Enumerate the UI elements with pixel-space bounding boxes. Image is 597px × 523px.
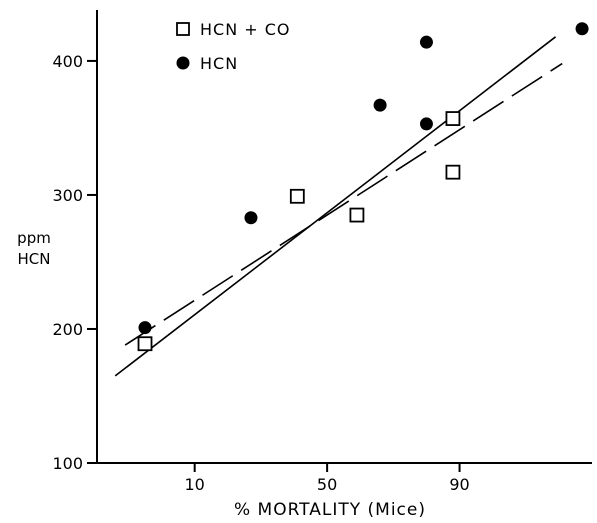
axes — [96, 10, 592, 464]
data-point-square — [289, 188, 305, 204]
y-tick-label: 300 — [52, 186, 83, 205]
legend-label-hcn-co: HCN + CO — [200, 20, 291, 39]
data-point-circle — [419, 35, 433, 49]
y-axis-label-line-2: HCN — [18, 250, 51, 268]
y-axis-label-line-1: ppm — [17, 229, 51, 247]
data-point-circle — [138, 321, 152, 335]
x-tick-label: 90 — [449, 475, 469, 494]
legend-circle-marker — [176, 56, 190, 70]
data-point-circle — [244, 211, 258, 225]
data-point-circle — [419, 117, 433, 131]
y-tick-label: 200 — [52, 320, 83, 339]
data-point-square — [137, 336, 153, 352]
fit-lines — [114, 36, 563, 377]
x-axis-label: % MORTALITY (Mice) — [234, 500, 426, 520]
data-point-circle — [575, 22, 589, 36]
legend-square-marker — [176, 22, 190, 36]
data-point-circle — [373, 98, 387, 112]
legend: HCN + CO HCN — [176, 20, 291, 73]
y-ticks: 100 200 300 400 — [52, 52, 97, 473]
y-tick-label: 100 — [52, 454, 83, 473]
fit-line-solid — [114, 36, 557, 377]
fit-line-dashed — [124, 62, 563, 346]
data-markers — [137, 22, 589, 352]
x-ticks: 10 50 90 — [184, 463, 470, 494]
x-tick-label: 10 — [184, 475, 204, 494]
data-point-square — [349, 207, 365, 223]
x-tick-label: 50 — [317, 475, 337, 494]
data-point-square — [445, 164, 461, 180]
legend-label-hcn: HCN — [200, 54, 238, 73]
y-tick-label: 400 — [52, 52, 83, 71]
data-point-square — [445, 111, 461, 126]
